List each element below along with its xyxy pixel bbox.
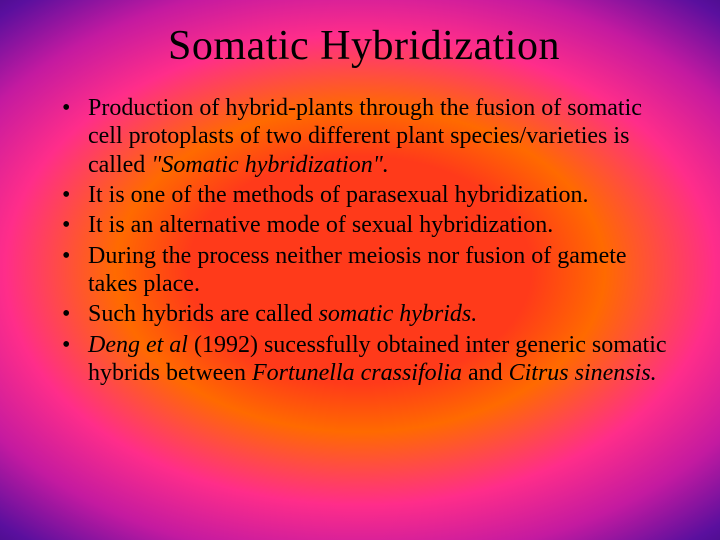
list-item: Production of hybrid-plants through the … <box>56 94 672 179</box>
list-item: Deng et al (1992) sucessfully obtained i… <box>56 331 672 388</box>
list-item: It is an alternative mode of sexual hybr… <box>56 211 672 239</box>
bullet-italic: Deng et al <box>88 332 194 358</box>
list-item: During the process neither meiosis nor f… <box>56 242 672 299</box>
slide-title: Somatic Hybridization <box>56 22 672 70</box>
bullet-italic: somatic hybrids. <box>319 301 478 327</box>
bullet-text: It is an alternative mode of sexual hybr… <box>88 212 553 238</box>
slide: Somatic Hybridization Production of hybr… <box>0 0 720 540</box>
bullet-italic: Fortunella crassifolia <box>252 360 468 386</box>
bullet-text: Such hybrids are called <box>88 301 319 327</box>
bullet-text: During the process neither meiosis nor f… <box>88 243 627 297</box>
bullet-text: It is one of the methods of parasexual h… <box>88 182 589 208</box>
bullet-italic: "Somatic hybridization". <box>151 152 388 178</box>
list-item: It is one of the methods of parasexual h… <box>56 181 672 209</box>
bullet-italic: Citrus sinensis. <box>509 360 657 386</box>
list-item: Such hybrids are called somatic hybrids. <box>56 300 672 328</box>
bullet-list: Production of hybrid-plants through the … <box>56 94 672 387</box>
bullet-text: and <box>468 360 509 386</box>
